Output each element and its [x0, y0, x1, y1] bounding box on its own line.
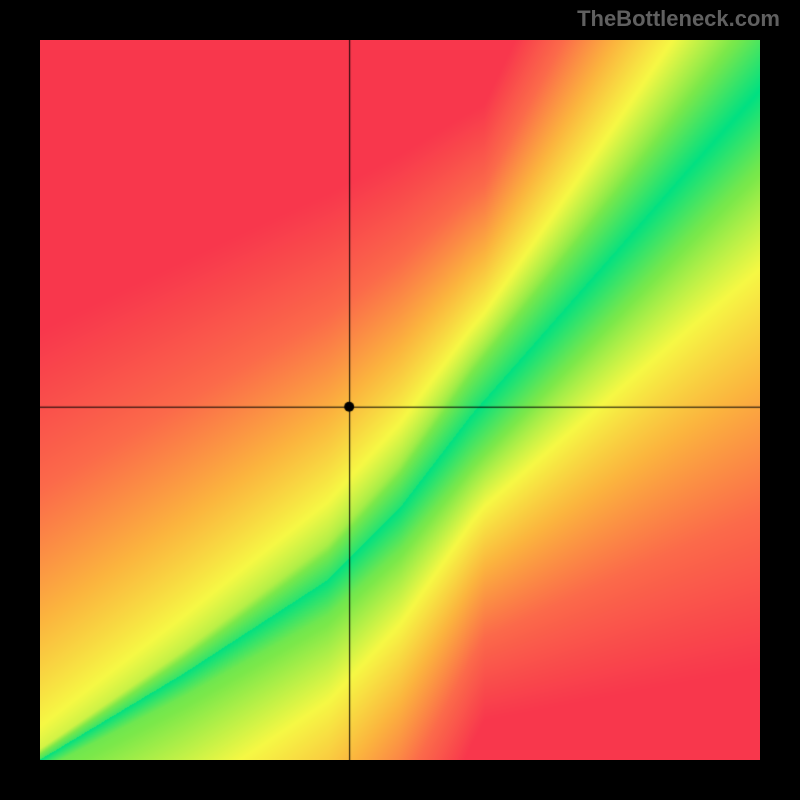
watermark-text: TheBottleneck.com	[577, 6, 780, 32]
heatmap-canvas	[40, 40, 760, 760]
chart-container: TheBottleneck.com	[0, 0, 800, 800]
heatmap-plot	[40, 40, 760, 760]
